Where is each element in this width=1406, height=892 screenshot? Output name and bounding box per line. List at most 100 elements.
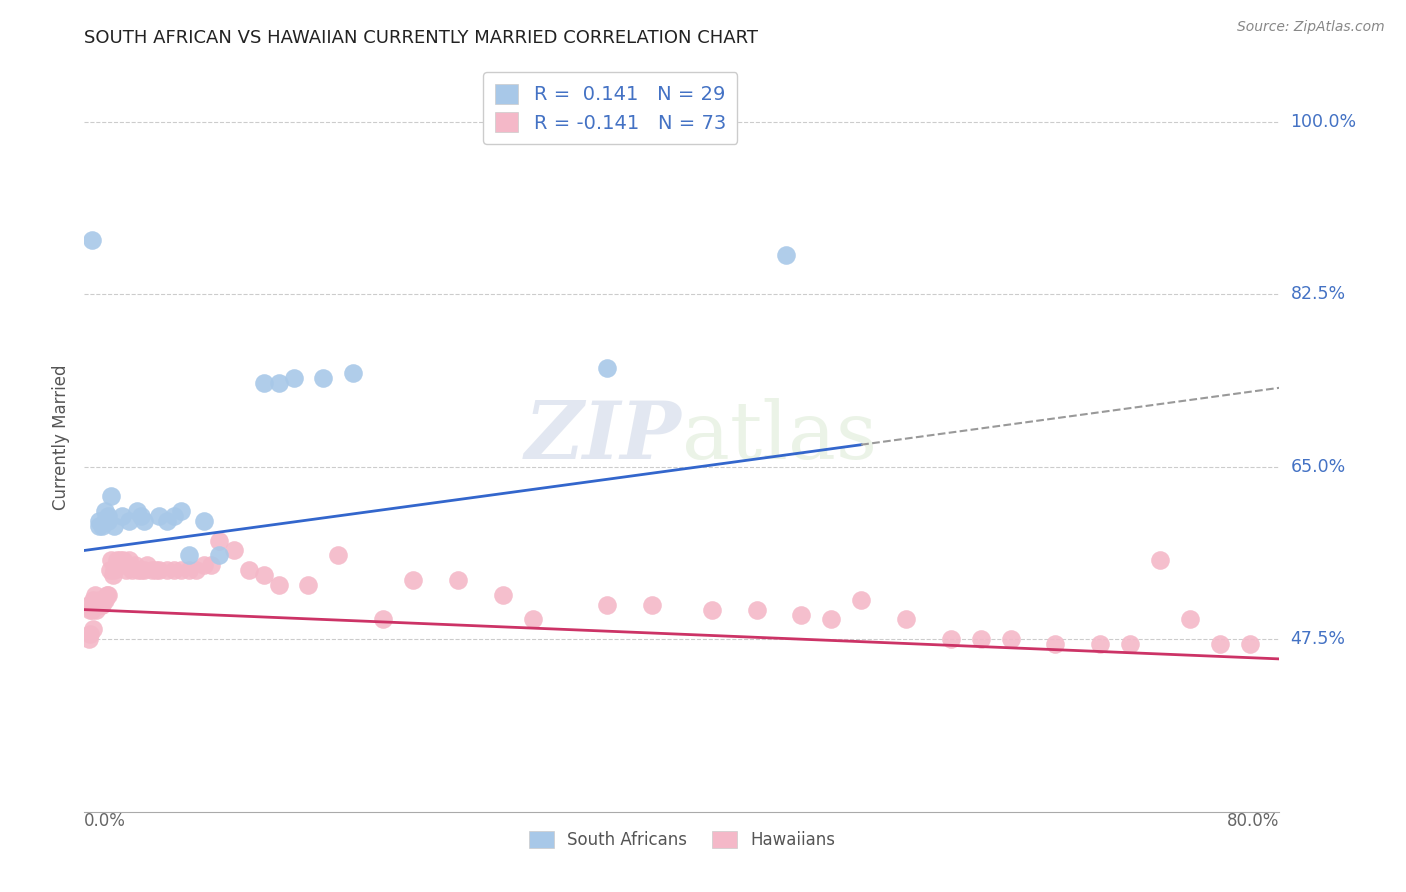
- Point: [163, 508, 186, 523]
- Point: [103, 563, 125, 577]
- Point: [132, 563, 156, 577]
- Point: [222, 543, 245, 558]
- Point: [373, 612, 395, 626]
- Point: [1119, 637, 1142, 651]
- Point: [163, 563, 186, 577]
- Text: 0.0%: 0.0%: [84, 812, 127, 830]
- Point: [91, 598, 114, 612]
- Point: [129, 563, 152, 577]
- Point: [105, 553, 128, 567]
- Point: [121, 563, 143, 577]
- Point: [94, 592, 117, 607]
- Point: [86, 602, 108, 616]
- Point: [87, 598, 110, 612]
- Text: 80.0%: 80.0%: [1227, 812, 1279, 830]
- Point: [790, 607, 813, 622]
- Point: [155, 514, 177, 528]
- Point: [94, 514, 117, 528]
- Point: [186, 563, 208, 577]
- Y-axis label: Currently Married: Currently Married: [52, 364, 70, 510]
- Point: [98, 563, 121, 577]
- Point: [148, 563, 170, 577]
- Point: [77, 632, 100, 647]
- Point: [155, 563, 177, 577]
- Point: [96, 588, 118, 602]
- Point: [596, 361, 619, 376]
- Point: [253, 568, 276, 582]
- Point: [80, 233, 103, 247]
- Point: [1090, 637, 1112, 651]
- Point: [328, 549, 350, 563]
- Point: [77, 598, 100, 612]
- Point: [82, 623, 104, 637]
- Point: [894, 612, 917, 626]
- Point: [79, 602, 101, 616]
- Point: [342, 366, 364, 380]
- Point: [110, 553, 132, 567]
- Point: [939, 632, 962, 647]
- Point: [1000, 632, 1022, 647]
- Text: 100.0%: 100.0%: [1291, 112, 1357, 130]
- Point: [283, 371, 305, 385]
- Point: [91, 518, 114, 533]
- Point: [1149, 553, 1171, 567]
- Point: [100, 553, 122, 567]
- Point: [1178, 612, 1201, 626]
- Point: [1045, 637, 1067, 651]
- Point: [522, 612, 544, 626]
- Point: [127, 563, 149, 577]
- Point: [700, 602, 723, 616]
- Point: [177, 563, 200, 577]
- Point: [297, 578, 319, 592]
- Point: [775, 248, 797, 262]
- Point: [136, 558, 159, 573]
- Point: [97, 508, 120, 523]
- Point: [111, 508, 134, 523]
- Point: [177, 549, 200, 563]
- Legend: South Africans, Hawaiians: South Africans, Hawaiians: [522, 824, 842, 855]
- Point: [267, 376, 290, 390]
- Point: [267, 578, 290, 592]
- Point: [97, 514, 120, 528]
- Point: [79, 627, 101, 641]
- Point: [82, 592, 104, 607]
- Text: ZIP: ZIP: [524, 399, 682, 475]
- Point: [745, 602, 768, 616]
- Point: [89, 592, 111, 607]
- Point: [89, 514, 111, 528]
- Point: [820, 612, 842, 626]
- Point: [111, 558, 134, 573]
- Point: [402, 573, 425, 587]
- Text: 82.5%: 82.5%: [1291, 285, 1346, 303]
- Point: [1209, 637, 1232, 651]
- Text: SOUTH AFRICAN VS HAWAIIAN CURRENTLY MARRIED CORRELATION CHART: SOUTH AFRICAN VS HAWAIIAN CURRENTLY MARR…: [84, 29, 758, 47]
- Point: [132, 514, 156, 528]
- Point: [238, 563, 260, 577]
- Point: [200, 558, 222, 573]
- Point: [118, 514, 141, 528]
- Text: Source: ZipAtlas.com: Source: ZipAtlas.com: [1237, 20, 1385, 34]
- Point: [193, 558, 215, 573]
- Point: [125, 504, 148, 518]
- Point: [103, 518, 125, 533]
- Point: [83, 588, 105, 602]
- Point: [641, 598, 664, 612]
- Point: [118, 553, 141, 567]
- Point: [970, 632, 993, 647]
- Point: [112, 553, 135, 567]
- Point: [80, 602, 103, 616]
- Point: [851, 592, 873, 607]
- Point: [93, 592, 115, 607]
- Text: 65.0%: 65.0%: [1291, 458, 1346, 475]
- Point: [447, 573, 470, 587]
- Point: [94, 504, 117, 518]
- Point: [1239, 637, 1261, 651]
- Point: [253, 376, 276, 390]
- Point: [101, 568, 124, 582]
- Point: [89, 518, 111, 533]
- Point: [90, 598, 112, 612]
- Point: [208, 533, 231, 548]
- Point: [141, 563, 163, 577]
- Point: [312, 371, 335, 385]
- Point: [170, 563, 193, 577]
